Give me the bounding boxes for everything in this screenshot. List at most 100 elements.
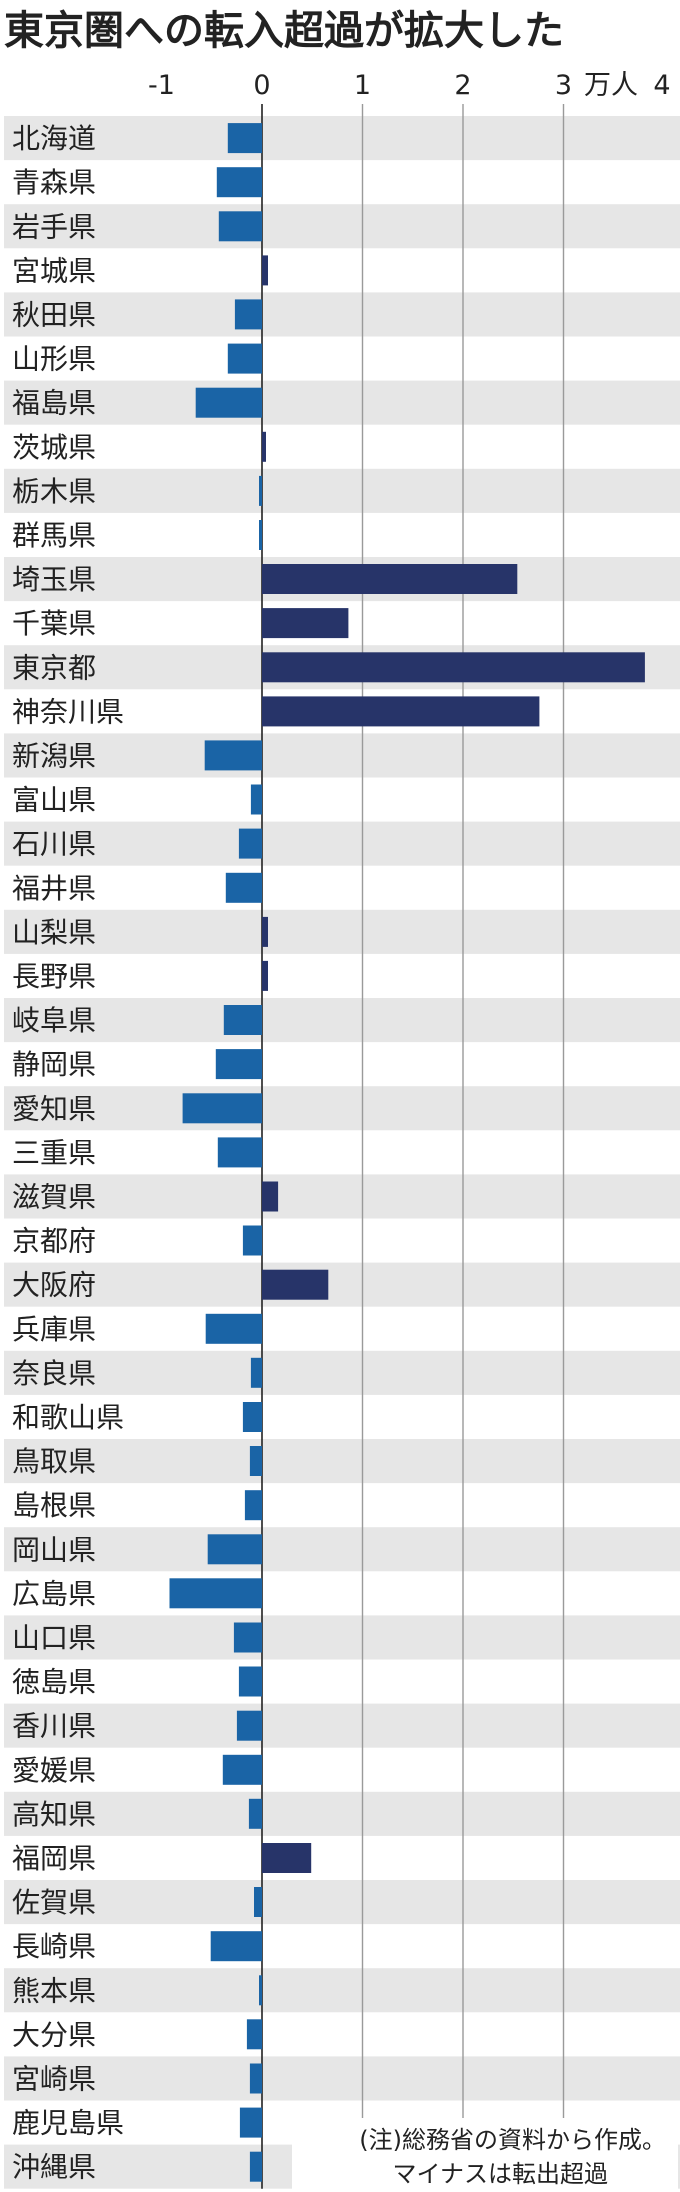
- row-stripe: [4, 821, 680, 866]
- bar-9: [259, 520, 262, 550]
- category-label: 三重県: [12, 1136, 96, 1169]
- minus-note: マイナスは転出超過: [392, 2160, 608, 2188]
- unit-label: 万人: [584, 70, 638, 101]
- row-stripe: [4, 2056, 680, 2101]
- category-label: 大阪府: [12, 1269, 96, 1302]
- row-stripe: [4, 1262, 680, 1307]
- category-label: 長野県: [12, 960, 96, 993]
- category-label: 青森県: [12, 166, 96, 199]
- category-label: 鹿児島県: [12, 2107, 124, 2140]
- category-label: 千葉県: [12, 607, 96, 640]
- category-label: 愛知県: [12, 1092, 96, 1125]
- category-labels: 北海道青森県岩手県宮城県秋田県山形県福島県茨城県栃木県群馬県埼玉県千葉県東京都神…: [12, 122, 124, 2184]
- category-label: 島根県: [12, 1489, 96, 1522]
- bar-30: [249, 1446, 262, 1476]
- category-label: 滋賀県: [12, 1181, 96, 1214]
- row-stripe: [4, 1439, 680, 1484]
- row-stripe: [4, 1880, 680, 1925]
- category-label: 静岡県: [12, 1048, 96, 1081]
- bar-5: [227, 343, 262, 374]
- bar-40: [254, 1887, 262, 1917]
- row-stripe: [4, 1791, 680, 1836]
- bar-20: [223, 1005, 262, 1035]
- bar-33: [169, 1578, 262, 1609]
- category-label: 栃木県: [12, 475, 96, 508]
- category-label: 佐賀県: [12, 1886, 96, 1919]
- bar-4: [234, 299, 262, 330]
- bar-37: [222, 1754, 262, 1785]
- bar-13: [262, 696, 540, 727]
- category-label: 徳島県: [12, 1666, 96, 1699]
- bar-0: [227, 123, 262, 154]
- row-stripe: [4, 380, 680, 425]
- bar-16: [238, 828, 262, 859]
- category-label: 広島県: [12, 1577, 96, 1610]
- note-background: [292, 2118, 678, 2192]
- bar-8: [259, 475, 262, 506]
- row-stripe: [4, 1968, 680, 2013]
- bar-14: [204, 740, 262, 771]
- bar-10: [262, 564, 518, 594]
- bar-7: [262, 431, 266, 462]
- category-label: 茨城県: [12, 431, 96, 464]
- category-label: 沖縄県: [12, 2151, 96, 2184]
- category-label: 京都府: [12, 1225, 96, 1258]
- category-label: 和歌山県: [12, 1401, 124, 1434]
- category-label: 埼玉県: [12, 563, 96, 596]
- row-stripe: [4, 733, 680, 778]
- bar-1: [216, 167, 262, 198]
- bar-31: [244, 1490, 262, 1521]
- category-label: 岐阜県: [12, 1004, 96, 1037]
- category-label: 山梨県: [12, 916, 96, 949]
- x-tick-label: 1: [354, 70, 371, 101]
- bar-29: [242, 1402, 262, 1432]
- category-label: 福井県: [12, 872, 96, 905]
- category-label: 宮城県: [12, 254, 96, 287]
- row-stripe: [4, 1086, 680, 1131]
- row-stripe: [4, 1615, 680, 1660]
- category-label: 秋田県: [12, 298, 96, 331]
- category-label: 東京都: [12, 651, 96, 684]
- category-label: 岡山県: [12, 1533, 96, 1566]
- row-stripe: [4, 1350, 680, 1395]
- bar-39: [262, 1843, 312, 1873]
- bar-44: [249, 2063, 262, 2094]
- bar-24: [262, 1181, 279, 1212]
- x-tick-label: 4: [653, 70, 670, 101]
- row-stripe: [4, 468, 680, 513]
- category-label: 大分県: [12, 2018, 96, 2051]
- bar-3: [262, 255, 268, 286]
- bar-6: [195, 387, 262, 418]
- row-stripes: [4, 116, 680, 2189]
- category-label: 兵庫県: [12, 1313, 96, 1346]
- bar-35: [238, 1666, 262, 1697]
- category-label: 愛媛県: [12, 1754, 96, 1787]
- row-stripe: [4, 116, 680, 161]
- row-stripe: [4, 204, 680, 249]
- category-label: 岩手県: [12, 210, 96, 243]
- category-label: 石川県: [12, 828, 96, 861]
- row-stripe: [4, 1174, 680, 1219]
- bar-41: [210, 1931, 262, 1962]
- bar-26: [262, 1269, 329, 1300]
- bar-2: [218, 211, 262, 242]
- bar-19: [262, 960, 268, 991]
- category-label: 長崎県: [12, 1930, 96, 1963]
- bar-21: [215, 1049, 262, 1080]
- bar-46: [249, 2151, 262, 2182]
- row-stripe: [4, 998, 680, 1043]
- category-label: 神奈川県: [12, 695, 124, 728]
- bar-27: [205, 1313, 262, 1344]
- bar-25: [242, 1225, 262, 1256]
- category-label: 新潟県: [12, 739, 96, 772]
- x-tick-label: 2: [454, 70, 471, 101]
- bar-32: [207, 1534, 262, 1565]
- bar-34: [233, 1622, 262, 1653]
- bar-11: [262, 608, 349, 639]
- category-label: 山形県: [12, 343, 96, 376]
- x-tick-label: 0: [253, 70, 270, 101]
- row-stripe: [4, 292, 680, 337]
- row-stripe: [4, 1703, 680, 1748]
- bar-45: [239, 2107, 262, 2138]
- bar-28: [250, 1357, 262, 1388]
